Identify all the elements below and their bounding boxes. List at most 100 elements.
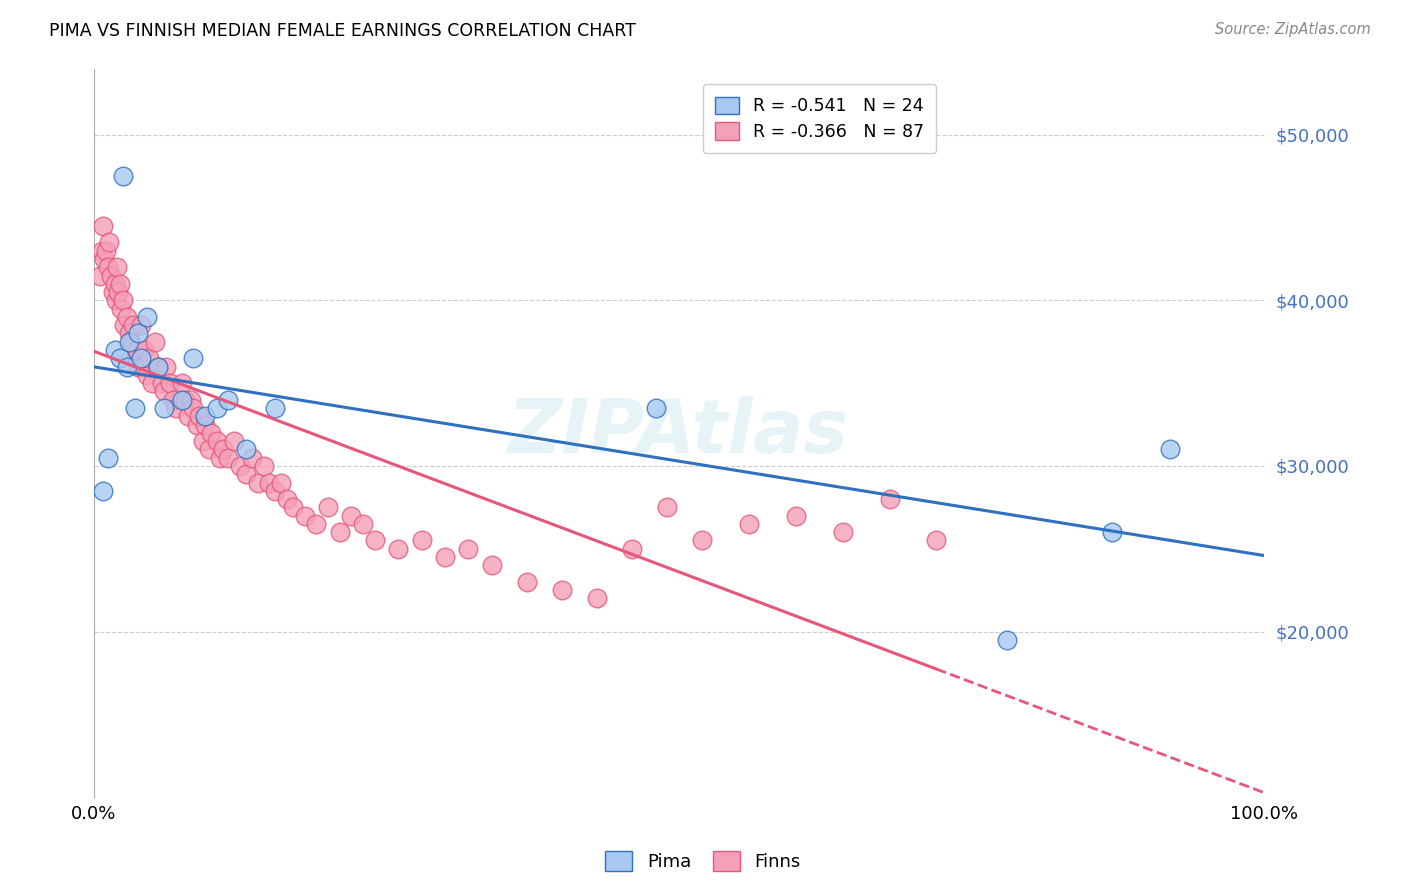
Text: ZIPAtlas: ZIPAtlas [509,396,849,469]
Point [170,392,193,407]
Point [120,334,142,349]
Point [105,260,128,275]
Text: PIMA VS FINNISH MEDIAN FEMALE EARNINGS CORRELATION CHART: PIMA VS FINNISH MEDIAN FEMALE EARNINGS C… [49,22,636,40]
Point [218,450,240,465]
Point [98,235,121,250]
Point [281,500,304,515]
Point [108,351,131,366]
Point [110,301,132,316]
Point [112,318,135,333]
Point [1101,525,1123,540]
Point [433,549,456,564]
Point [224,434,246,449]
Point [135,368,157,382]
Point [132,359,155,374]
Point [162,392,184,407]
Point [644,401,666,415]
Point [91,219,114,233]
Point [692,533,714,548]
Point [183,401,205,415]
Point [135,310,157,324]
Point [294,508,316,523]
Point [240,450,263,465]
Point [316,500,339,515]
Point [91,244,114,258]
Point [141,376,163,391]
Point [411,533,433,548]
Point [143,334,166,349]
Point [276,491,298,506]
Point [138,351,160,366]
Point [174,392,197,407]
Point [188,409,211,424]
Point [194,417,217,432]
Point [94,244,117,258]
Point [186,417,208,432]
Point [105,293,128,308]
Point [551,583,574,598]
Point [121,318,143,333]
Point [200,425,222,440]
Point [191,434,214,449]
Point [127,326,149,341]
Point [118,334,141,349]
Point [264,483,287,498]
Point [148,359,170,374]
Point [516,574,538,589]
Point [925,533,948,548]
Point [995,632,1018,647]
Point [259,475,281,490]
Point [91,483,114,498]
Point [129,318,152,333]
Point [115,310,138,324]
Point [352,516,374,531]
Point [89,268,111,283]
Point [785,508,807,523]
Point [170,376,193,391]
Point [127,359,149,374]
Point [124,351,146,366]
Point [305,516,328,531]
Point [621,541,644,556]
Point [150,376,173,391]
Legend: R = -0.541   N = 24, R = -0.366   N = 87: R = -0.541 N = 24, R = -0.366 N = 87 [703,85,936,153]
Point [180,392,202,407]
Point [112,169,135,183]
Point [738,516,761,531]
Point [104,343,127,357]
Point [148,359,170,374]
Point [101,285,124,299]
Legend: Pima, Finns: Pima, Finns [598,844,808,879]
Point [197,442,219,457]
Point [165,401,187,415]
Point [270,475,292,490]
Point [586,591,609,606]
Point [252,458,274,473]
Point [100,268,122,283]
Point [329,525,352,540]
Point [134,343,156,357]
Point [155,359,177,374]
Point [340,508,363,523]
Point [183,351,205,366]
Point [115,359,138,374]
Point [153,401,176,415]
Point [127,343,149,357]
Point [108,277,131,291]
Point [97,260,120,275]
Point [104,277,127,291]
Point [235,442,257,457]
Point [194,409,217,424]
Point [1159,442,1181,457]
Point [481,558,503,573]
Point [205,401,228,415]
Point [246,475,269,490]
Point [235,467,257,482]
Point [97,450,120,465]
Text: Source: ZipAtlas.com: Source: ZipAtlas.com [1215,22,1371,37]
Point [211,442,233,457]
Point [153,384,176,399]
Point [93,252,115,266]
Point [218,392,240,407]
Point [118,326,141,341]
